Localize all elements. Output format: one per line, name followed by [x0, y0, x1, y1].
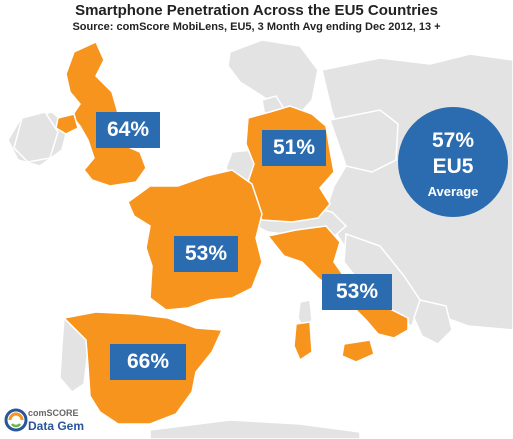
average-value: 57%	[431, 129, 475, 152]
comscore-logo-icon	[4, 408, 28, 432]
eu5-average-circle: 57% EU5 Average	[398, 107, 508, 217]
uk-value-label: 64%	[96, 112, 160, 148]
logo-brand: comSCORE	[28, 408, 79, 418]
greece-shape	[413, 299, 453, 345]
average-label: Average	[427, 184, 479, 199]
chart-title: Smartphone Penetration Across the EU5 Co…	[75, 2, 438, 19]
spain-value-label: 66%	[110, 344, 186, 380]
average-region: EU5	[432, 155, 474, 178]
north-africa-shape	[149, 419, 361, 439]
france-value-label: 53%	[174, 236, 238, 272]
chart-subtitle: Source: comScore MobiLens, EU5, 3 Month …	[72, 21, 441, 33]
logo-product: Data Gem	[28, 419, 85, 433]
sicily-shape	[341, 339, 375, 363]
sardinia-shape	[293, 321, 313, 362]
poland-shape	[329, 109, 399, 173]
italy-value-label: 53%	[322, 274, 392, 310]
northern-ireland-shape	[55, 113, 79, 135]
ireland-shape	[13, 111, 59, 163]
germany-value-label: 51%	[262, 130, 326, 166]
